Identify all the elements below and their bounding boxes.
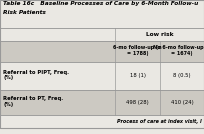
Bar bbox=[115, 90, 160, 115]
Text: Referral to PT, Freq.
(%): Referral to PT, Freq. (%) bbox=[3, 96, 63, 107]
Text: Risk Patients: Risk Patients bbox=[3, 10, 46, 15]
Text: 8 (0.5): 8 (0.5) bbox=[173, 74, 191, 79]
Text: 6-mo follow-up (n
= 1788): 6-mo follow-up (n = 1788) bbox=[113, 45, 162, 56]
Bar bbox=[0, 62, 115, 90]
Bar bbox=[0, 90, 115, 115]
Bar bbox=[115, 28, 204, 41]
Text: 410 (24): 410 (24) bbox=[171, 100, 193, 105]
Text: Process of care at index visit, l: Process of care at index visit, l bbox=[117, 119, 202, 124]
Bar bbox=[0, 41, 115, 62]
Text: 498 (28): 498 (28) bbox=[126, 100, 149, 105]
Text: Referral to PIPT, Freq.
(%): Referral to PIPT, Freq. (%) bbox=[3, 70, 69, 80]
Bar bbox=[0, 28, 115, 41]
Bar bbox=[0, 0, 204, 28]
Text: Low risk: Low risk bbox=[146, 32, 173, 37]
Bar bbox=[160, 90, 204, 115]
Text: No 6-mo follow-up (n
= 1674): No 6-mo follow-up (n = 1674) bbox=[153, 45, 204, 56]
Bar bbox=[115, 41, 160, 62]
Bar bbox=[115, 62, 160, 90]
Bar bbox=[0, 115, 204, 128]
Bar bbox=[160, 62, 204, 90]
Text: 18 (1): 18 (1) bbox=[130, 74, 145, 79]
Text: Table 16c   Baseline Processes of Care by 6-Month Follow-u: Table 16c Baseline Processes of Care by … bbox=[3, 1, 198, 6]
Bar bbox=[160, 41, 204, 62]
